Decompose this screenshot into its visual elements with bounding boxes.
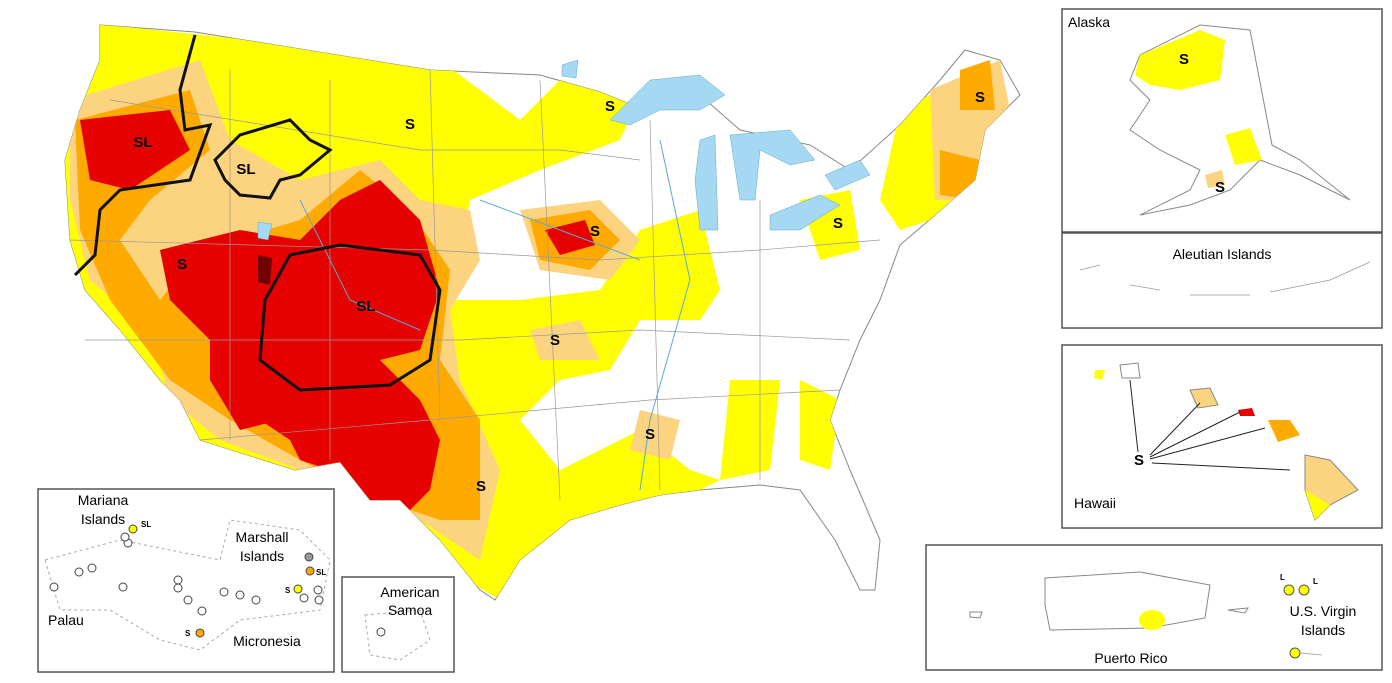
inset-title: Micronesia (233, 633, 301, 649)
inset-title: Islands (1301, 622, 1345, 638)
impact-label: SL (316, 568, 326, 577)
impact-label: S (405, 116, 415, 133)
impact-label: S (605, 98, 615, 115)
inset-title: Puerto Rico (1094, 650, 1167, 666)
impact-label: SL (141, 520, 151, 529)
hawaii-inset: Hawaii S (1061, 344, 1383, 529)
pacific-inset: Mariana Islands SL Marshall Islands SL S… (37, 488, 335, 673)
aleutian-inset: Aleutian Islands (1061, 232, 1383, 329)
impact-label: S (285, 586, 291, 595)
inset-title: Palau (48, 612, 84, 628)
impact-label: L (1280, 573, 1285, 582)
impact-label: S (177, 256, 187, 273)
drought-areas (65, 25, 1010, 600)
puerto-rico-inset: Puerto Rico U.S. Virgin Islands L L (925, 544, 1383, 671)
impact-label: SL (356, 298, 375, 315)
impact-label: S (550, 332, 560, 349)
inset-title: Alaska (1068, 14, 1110, 30)
impact-label: S (1215, 179, 1225, 196)
inset-title: Mariana (78, 492, 129, 508)
inset-title: Islands (240, 548, 284, 564)
inset-title: Aleutian Islands (1173, 246, 1272, 262)
inset-title: Islands (81, 511, 125, 527)
impact-label: SL (133, 134, 152, 151)
inset-title: Hawaii (1074, 495, 1116, 511)
inset-title: American (380, 584, 439, 600)
impact-label: S (1134, 452, 1144, 469)
impact-label: S (833, 215, 843, 232)
impact-label: S (1179, 51, 1189, 68)
impact-label: S (975, 89, 985, 106)
impact-label: S (185, 629, 191, 638)
american-samoa-inset: American Samoa (341, 576, 455, 673)
alaska-inset: Alaska S S (1061, 8, 1383, 233)
impact-label: L (1313, 577, 1318, 586)
inset-title: Samoa (388, 602, 433, 618)
impact-label: SL (236, 161, 255, 178)
impact-boundaries (73, 34, 442, 392)
impact-label: S (590, 223, 600, 240)
inset-title: Marshall (236, 529, 289, 545)
impact-label: S (645, 426, 655, 443)
inset-title: U.S. Virgin (1290, 603, 1357, 619)
impact-label: S (476, 478, 486, 495)
conus: SL SL S S S S SL S S S S S (64, 24, 1021, 601)
